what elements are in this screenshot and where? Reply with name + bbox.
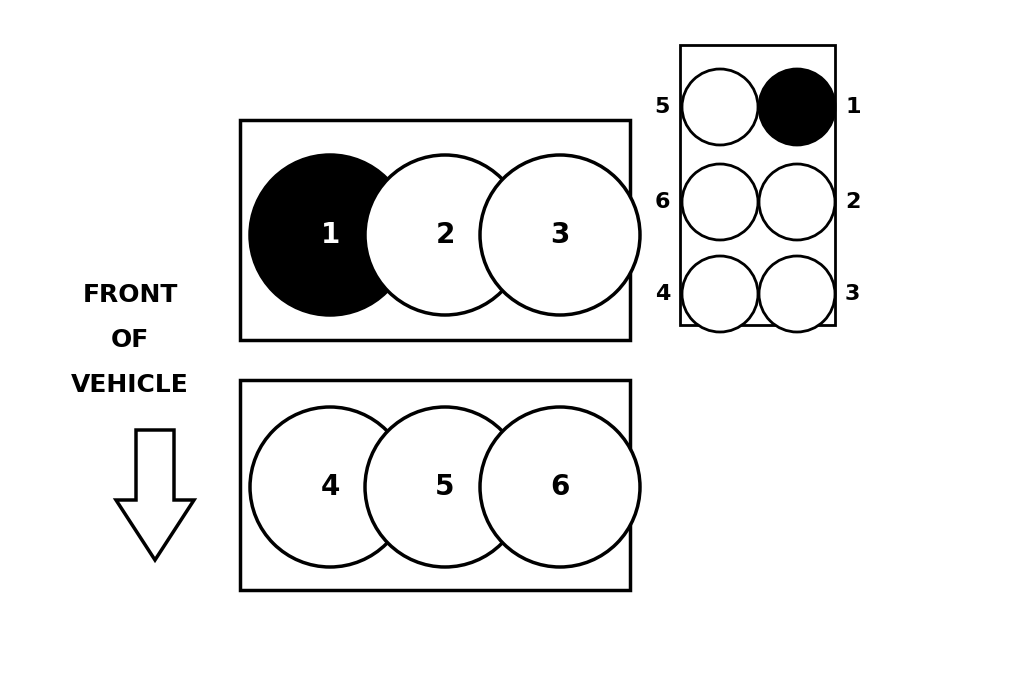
Bar — [240, 120, 630, 340]
Ellipse shape — [759, 256, 835, 332]
Ellipse shape — [250, 155, 410, 315]
Text: 1: 1 — [845, 97, 860, 117]
Bar — [680, 45, 835, 325]
Text: 5: 5 — [435, 473, 455, 501]
Text: 6: 6 — [550, 473, 569, 501]
Ellipse shape — [365, 407, 525, 567]
Ellipse shape — [682, 256, 758, 332]
Ellipse shape — [759, 69, 835, 145]
Text: OF: OF — [111, 328, 150, 352]
Text: 4: 4 — [321, 473, 340, 501]
Text: 6: 6 — [654, 192, 670, 212]
Text: 2: 2 — [435, 221, 455, 249]
Text: 4: 4 — [654, 284, 670, 304]
Bar — [240, 380, 630, 590]
Ellipse shape — [480, 155, 640, 315]
Text: VEHICLE: VEHICLE — [71, 373, 188, 397]
Ellipse shape — [682, 164, 758, 240]
Text: 3: 3 — [550, 221, 569, 249]
Text: 5: 5 — [654, 97, 670, 117]
Ellipse shape — [682, 69, 758, 145]
Ellipse shape — [250, 407, 410, 567]
Ellipse shape — [759, 164, 835, 240]
Text: FRONT: FRONT — [82, 283, 178, 307]
Ellipse shape — [365, 155, 525, 315]
Ellipse shape — [480, 407, 640, 567]
Text: 1: 1 — [321, 221, 340, 249]
Polygon shape — [116, 430, 194, 560]
Text: 3: 3 — [845, 284, 860, 304]
Text: 2: 2 — [845, 192, 860, 212]
